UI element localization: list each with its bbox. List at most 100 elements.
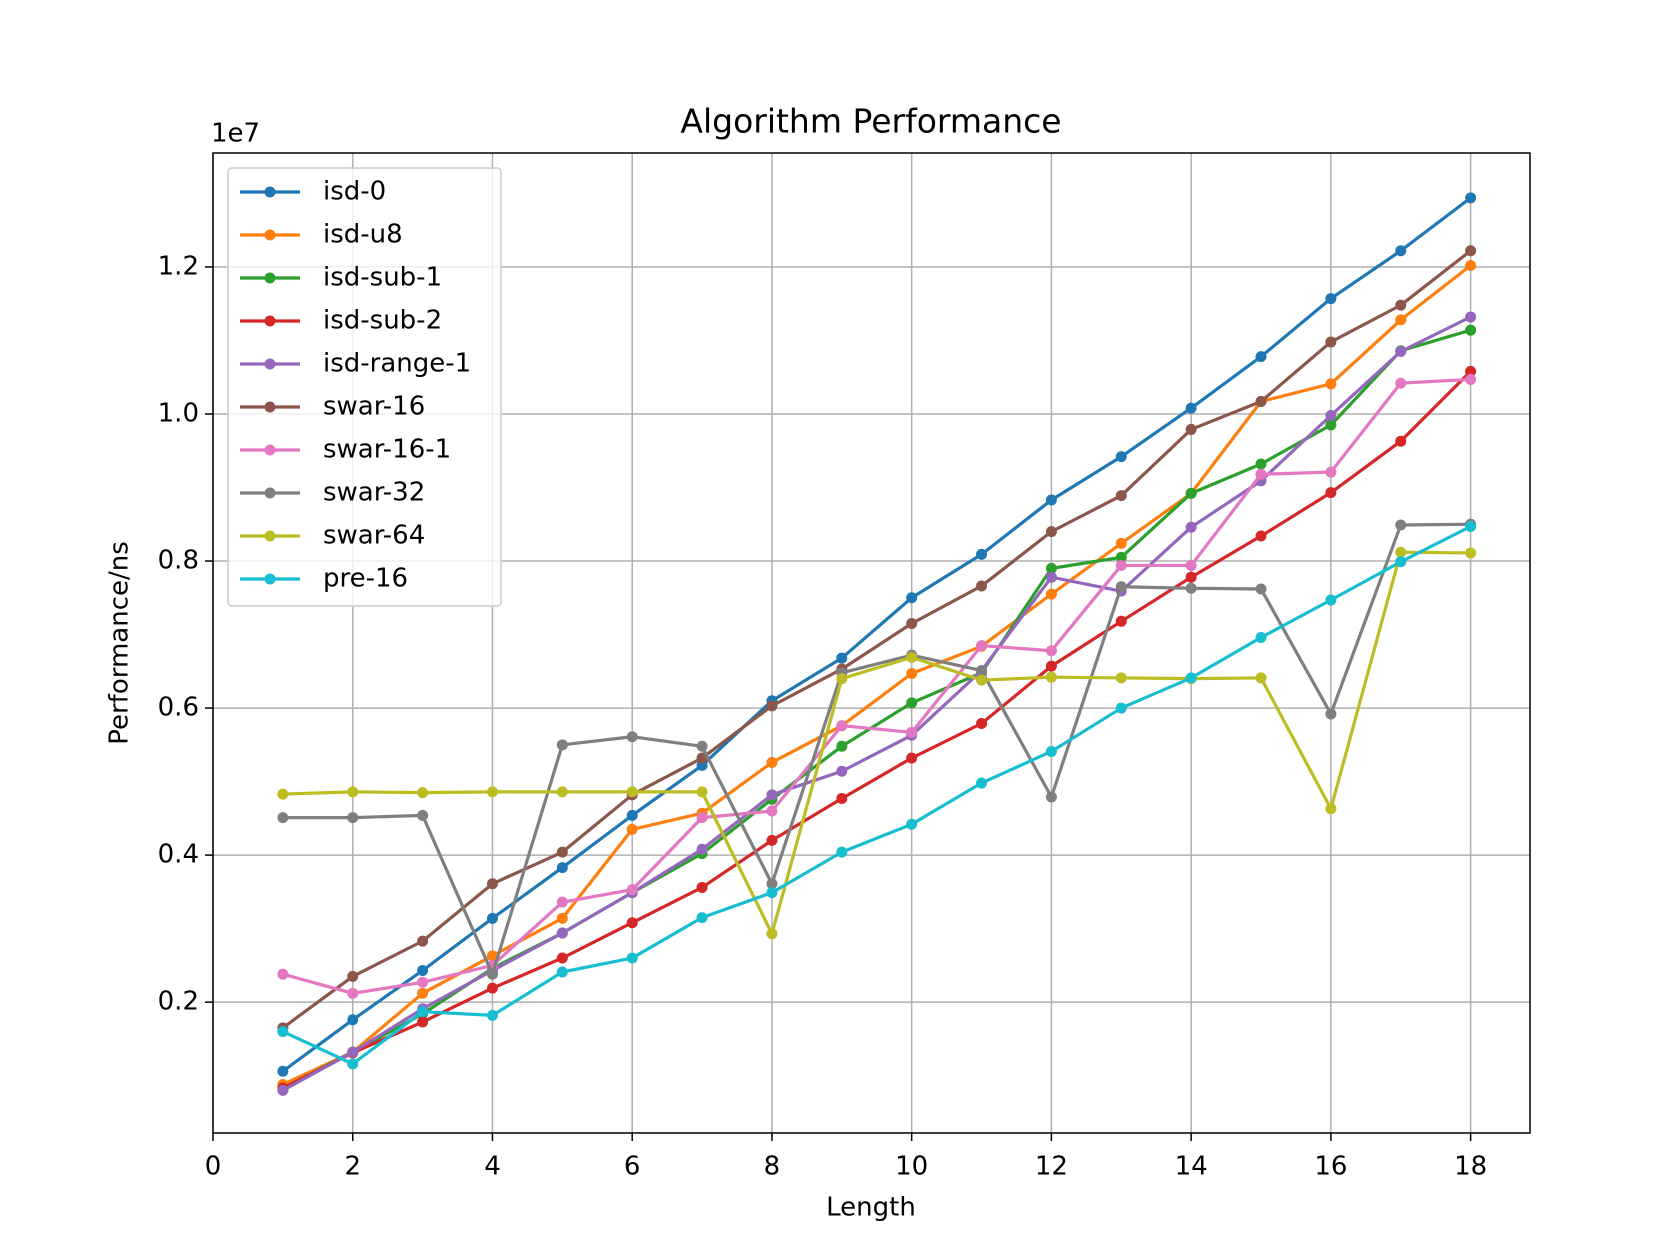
data-point <box>486 786 498 798</box>
data-point <box>417 809 429 821</box>
data-point <box>766 756 778 768</box>
data-point <box>976 580 988 592</box>
legend-label: pre-16 <box>323 564 408 594</box>
data-point <box>1185 582 1197 594</box>
x-tick-label: 2 <box>344 1152 361 1182</box>
data-point <box>1325 487 1337 499</box>
data-point <box>1325 803 1337 815</box>
y-tick-label: 0.6 <box>158 693 199 723</box>
data-point <box>1045 645 1057 657</box>
data-point <box>1045 562 1057 574</box>
data-point <box>836 792 848 804</box>
data-point <box>766 834 778 846</box>
data-point <box>1115 490 1127 502</box>
data-point <box>417 935 429 947</box>
legend-label: swar-32 <box>323 478 425 508</box>
y-axis-label: Performance/ns <box>105 541 135 745</box>
data-point <box>1395 314 1407 326</box>
legend: isd-0 isd-u8 isd-sub-1 isd-sub-2 isd-range-1… <box>227 167 502 607</box>
legend-label: swar-16 <box>323 392 425 422</box>
data-point <box>347 1014 359 1026</box>
legend-label: isd-sub-2 <box>323 306 442 336</box>
data-point <box>556 966 568 978</box>
data-point <box>347 1046 359 1058</box>
legend-marker <box>264 401 276 413</box>
data-point <box>347 970 359 982</box>
data-point <box>1185 487 1197 499</box>
x-tick-label: 0 <box>205 1152 222 1182</box>
plot-frame <box>212 152 1531 1134</box>
legend-label: isd-0 <box>323 177 386 207</box>
data-point <box>417 1016 429 1028</box>
data-point <box>417 965 429 977</box>
series-line <box>281 196 1472 1073</box>
x-tick-label: 12 <box>1035 1152 1068 1182</box>
data-point <box>1325 466 1337 478</box>
series-line <box>282 315 1472 1092</box>
data-point <box>1185 672 1197 684</box>
legend-label: swar-16-1 <box>323 435 451 465</box>
data-point <box>1325 336 1337 348</box>
data-point <box>1045 494 1057 506</box>
data-point <box>1115 559 1127 571</box>
data-point <box>906 651 918 663</box>
data-point <box>836 652 848 664</box>
data-point <box>1115 581 1127 593</box>
data-point <box>1465 192 1477 204</box>
data-point <box>836 673 848 685</box>
data-point <box>1325 419 1337 431</box>
data-point <box>277 1084 289 1096</box>
legend-marker <box>264 358 276 370</box>
data-point <box>277 788 289 800</box>
data-point <box>696 740 708 752</box>
data-point <box>1045 671 1057 683</box>
data-point <box>277 1065 289 1077</box>
data-point <box>696 843 708 855</box>
y-tick-label: 0.8 <box>158 546 199 576</box>
series-line <box>282 377 1471 995</box>
y-tick-label: 0.2 <box>158 987 199 1017</box>
data-point <box>626 952 638 964</box>
legend-marker <box>264 530 276 542</box>
legend-marker <box>264 186 276 198</box>
data-point <box>1115 615 1127 627</box>
data-point <box>1465 311 1477 323</box>
data-point <box>1255 672 1267 684</box>
series-line <box>282 550 1471 936</box>
data-point <box>1115 537 1127 549</box>
data-point <box>906 752 918 764</box>
data-point <box>1325 378 1337 390</box>
data-point <box>486 968 498 980</box>
data-point <box>1255 530 1267 542</box>
data-point <box>626 731 638 743</box>
data-point <box>556 952 568 964</box>
data-point <box>696 812 708 824</box>
data-point <box>1395 546 1407 558</box>
data-point <box>766 789 778 801</box>
data-point <box>1185 402 1197 414</box>
data-point <box>277 1026 289 1038</box>
data-point <box>1465 245 1477 257</box>
data-point <box>1465 365 1477 377</box>
x-tick-label: 4 <box>484 1152 501 1182</box>
data-point <box>626 823 638 835</box>
legend-label: isd-sub-1 <box>323 263 442 293</box>
data-point <box>766 805 778 817</box>
chart-title: Algorithm Performance <box>680 102 1061 141</box>
data-point <box>696 881 708 893</box>
data-point <box>1395 519 1407 531</box>
data-point <box>1185 423 1197 435</box>
data-point <box>417 787 429 799</box>
data-point <box>976 718 988 730</box>
data-point <box>347 812 359 824</box>
data-point <box>1395 345 1407 357</box>
data-point <box>766 887 778 899</box>
data-point <box>417 987 429 999</box>
data-point <box>906 697 918 709</box>
data-point <box>766 878 778 890</box>
legend-marker <box>264 229 276 241</box>
legend-marker <box>264 272 276 284</box>
data-point <box>626 786 638 798</box>
data-point <box>906 618 918 630</box>
